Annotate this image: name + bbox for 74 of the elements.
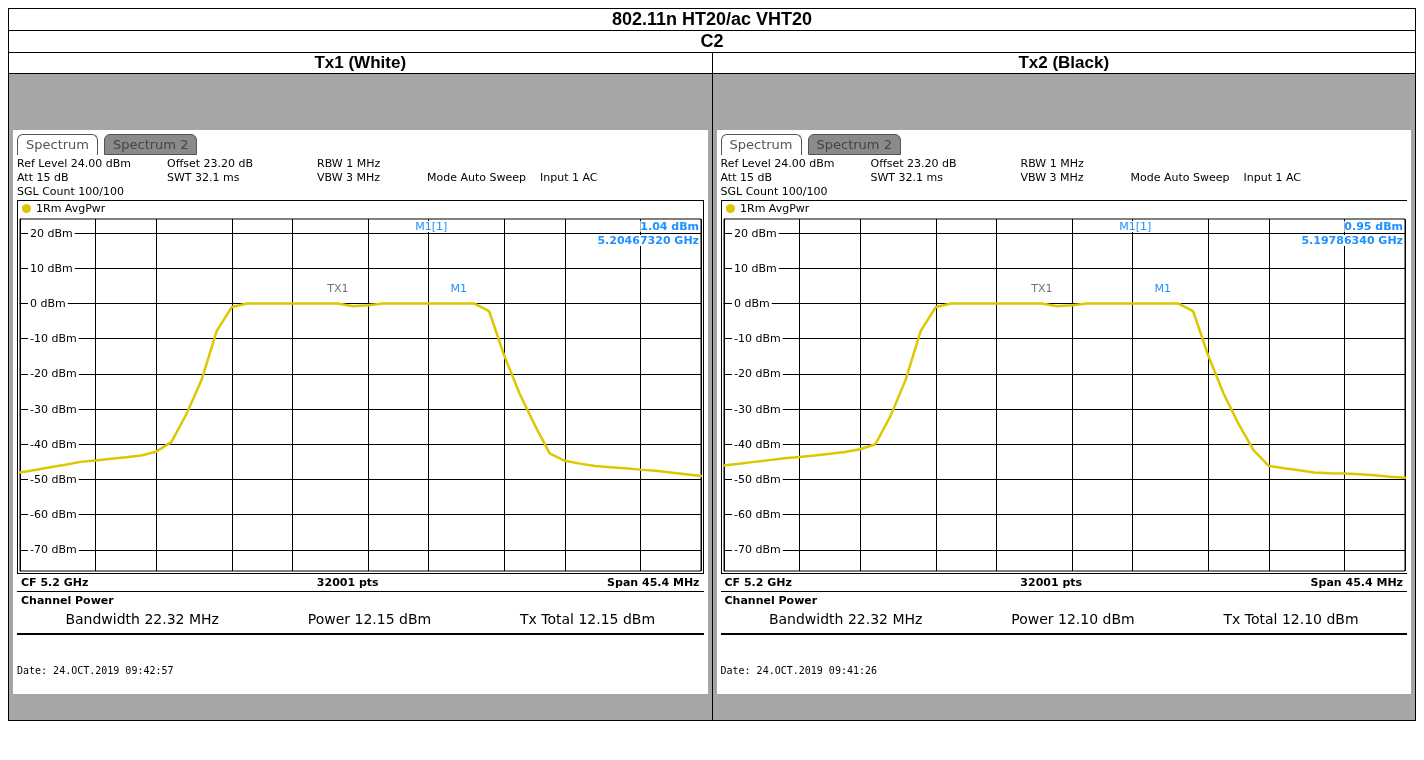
text: Channel Power bbox=[20, 593, 115, 609]
text: RBW 1 MHz bbox=[317, 157, 382, 170]
annotation: M1[1] bbox=[415, 220, 448, 233]
text: Mode Auto Sweep bbox=[427, 171, 526, 184]
text: Offset 23.20 dB bbox=[870, 157, 958, 170]
annotation: M1 bbox=[1154, 282, 1171, 296]
annotation: TX1 bbox=[1029, 282, 1052, 296]
text: Date: 24.OCT.2019 09:41:26 bbox=[720, 664, 879, 678]
y-tick-label: 20 dBm bbox=[30, 226, 73, 240]
text: Att 15 dB bbox=[720, 171, 773, 184]
y-tick-label: -30 dBm bbox=[30, 402, 77, 416]
text: Tx Total 12.10 dBm bbox=[1223, 611, 1359, 627]
text: Tx Total 12.15 dBm bbox=[519, 611, 656, 627]
annotation: M1[1] bbox=[1118, 220, 1151, 233]
text: 802.11n HT20/ac VHT20 bbox=[8, 8, 1416, 31]
legend-label: 1Rm AvgPwr bbox=[739, 202, 810, 215]
annotation: 1.04 dBm bbox=[640, 220, 699, 233]
text: Power 12.15 dBm bbox=[307, 611, 432, 627]
annotation: 0.95 dBm bbox=[1343, 220, 1403, 233]
text: Spectrum 2 bbox=[104, 134, 198, 155]
text: Bandwidth 22.32 MHz bbox=[768, 611, 923, 627]
y-tick-label: 10 dBm bbox=[30, 261, 73, 275]
text: VBW 3 MHz bbox=[1020, 171, 1085, 184]
annotation: 5.20467320 GHz bbox=[597, 234, 699, 247]
y-tick-label: 10 dBm bbox=[733, 261, 777, 275]
text: CF 5.2 GHz bbox=[21, 576, 89, 589]
y-tick-label: 0 dBm bbox=[733, 296, 770, 310]
y-tick-label: -50 dBm bbox=[30, 472, 77, 486]
text: 32001 pts bbox=[1020, 576, 1083, 589]
annotation: 5.19786340 GHz bbox=[1300, 234, 1403, 247]
y-tick-label: -20 dBm bbox=[733, 367, 781, 381]
y-tick-label: -40 dBm bbox=[30, 437, 77, 451]
chart-title: Tx1 (White) bbox=[8, 52, 712, 74]
text: Power 12.10 dBm bbox=[1011, 611, 1135, 627]
text: C2 bbox=[8, 30, 1416, 53]
text: RBW 1 MHz bbox=[1020, 157, 1085, 170]
y-tick-label: -40 dBm bbox=[733, 437, 781, 451]
y-tick-label: -10 dBm bbox=[733, 332, 781, 346]
text: SGL Count 100/100 bbox=[720, 185, 829, 198]
y-tick-label: -70 dBm bbox=[733, 543, 781, 557]
text: Input 1 AC bbox=[540, 171, 598, 184]
y-tick-label: -50 dBm bbox=[733, 472, 781, 486]
annotation: M1 bbox=[450, 282, 468, 296]
text: SWT 32.1 ms bbox=[167, 171, 241, 184]
text: Att 15 dB bbox=[17, 171, 70, 184]
text: Spectrum bbox=[720, 134, 802, 155]
text: SWT 32.1 ms bbox=[870, 171, 944, 184]
y-tick-label: -20 dBm bbox=[30, 367, 77, 381]
legend-label: 1Rm AvgPwr bbox=[36, 202, 106, 215]
text: SGL Count 100/100 bbox=[17, 185, 125, 198]
y-tick-label: -10 dBm bbox=[30, 332, 77, 346]
text: Channel Power bbox=[723, 593, 819, 609]
y-tick-label: -60 dBm bbox=[30, 508, 77, 522]
text: Ref Level 24.00 dBm bbox=[720, 157, 836, 170]
y-tick-label: -30 dBm bbox=[733, 402, 781, 416]
y-tick-label: 20 dBm bbox=[733, 226, 777, 240]
text: Date: 24.OCT.2019 09:42:57 bbox=[17, 664, 175, 678]
chart-title: Tx2 (Black) bbox=[712, 52, 1416, 74]
text: Offset 23.20 dB bbox=[167, 157, 255, 170]
text: Ref Level 24.00 dBm bbox=[17, 157, 133, 170]
text: 32001 pts bbox=[316, 576, 379, 589]
y-tick-label: -70 dBm bbox=[30, 543, 77, 557]
text: Spectrum 2 bbox=[807, 134, 901, 155]
text: VBW 3 MHz bbox=[317, 171, 382, 184]
text: CF 5.2 GHz bbox=[724, 576, 792, 589]
text: Span 45.4 MHz bbox=[607, 576, 700, 589]
annotation: TX1 bbox=[326, 282, 349, 296]
y-tick-label: -60 dBm bbox=[733, 508, 781, 522]
text: Spectrum bbox=[17, 134, 98, 155]
text: Input 1 AC bbox=[1243, 171, 1301, 184]
text: Mode Auto Sweep bbox=[1130, 171, 1230, 184]
text: Span 45.4 MHz bbox=[1310, 576, 1403, 589]
text: Bandwidth 22.32 MHz bbox=[65, 611, 219, 627]
y-tick-label: 0 dBm bbox=[30, 296, 66, 310]
